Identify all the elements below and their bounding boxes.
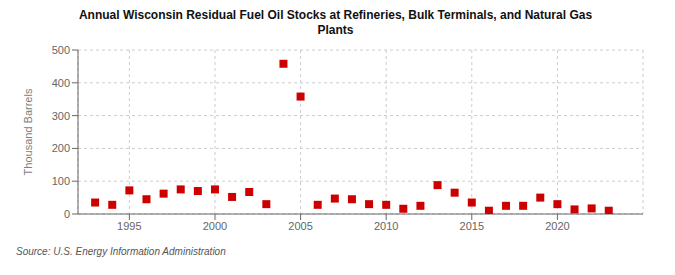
svg-text:300: 300 bbox=[52, 110, 70, 122]
svg-text:2020: 2020 bbox=[545, 220, 569, 232]
html-text:Annual Wisconsin Residual Fuel: Annual Wisconsin Residual Fuel Oil Stock… bbox=[78, 8, 593, 22]
svg-text:400: 400 bbox=[52, 77, 70, 89]
svg-text:2010: 2010 bbox=[374, 220, 398, 232]
html-text:Source: U.S. Energy Informatio: Source: U.S. Energy Information Administ… bbox=[16, 246, 226, 257]
svg-text:2005: 2005 bbox=[288, 220, 312, 232]
svg-text:0: 0 bbox=[64, 208, 70, 220]
svg-text:100: 100 bbox=[52, 175, 70, 187]
svg-text:200: 200 bbox=[52, 142, 70, 154]
svg-text:2000: 2000 bbox=[203, 220, 227, 232]
svg-text:2015: 2015 bbox=[460, 220, 484, 232]
html-text:Plants: Plants bbox=[317, 23, 354, 37]
svg-text:1995: 1995 bbox=[117, 220, 141, 232]
svg-text:Thousand Barrels: Thousand Barrels bbox=[22, 88, 34, 175]
svg-text:500: 500 bbox=[52, 44, 70, 56]
